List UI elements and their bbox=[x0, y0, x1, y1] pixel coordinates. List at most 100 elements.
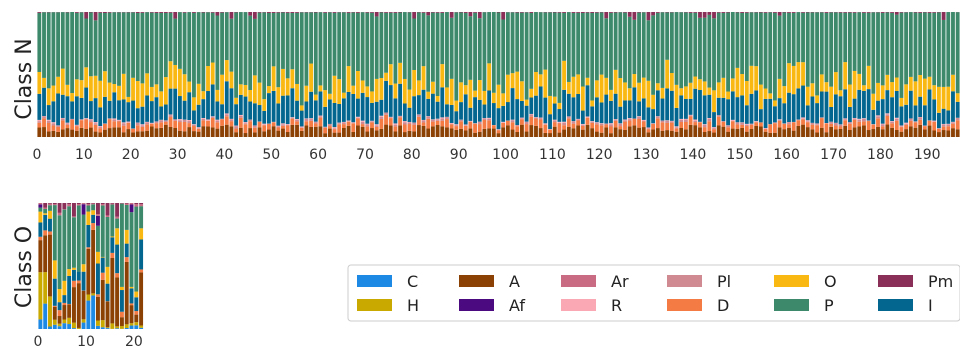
bar-segment-o bbox=[613, 69, 618, 94]
bar-segment-p bbox=[412, 18, 417, 70]
bar-segment-d bbox=[124, 257, 129, 262]
bar-segment-o bbox=[416, 80, 421, 96]
bar-segment-pl bbox=[534, 117, 538, 119]
bar-segment-a bbox=[98, 132, 103, 137]
bar-segment-o bbox=[562, 60, 567, 90]
bar-segment-d bbox=[206, 120, 210, 127]
bar-segment-i bbox=[801, 85, 805, 118]
bar-segment-p bbox=[360, 12, 365, 81]
bar-segment-o bbox=[398, 62, 403, 84]
bar-segment-c bbox=[48, 326, 52, 329]
bar-segment-o bbox=[341, 92, 346, 99]
bar-segment-p bbox=[927, 12, 932, 77]
bar-segment-i bbox=[688, 98, 693, 115]
bar-segment-p bbox=[674, 12, 679, 85]
ylabel-class-o: Class O bbox=[12, 226, 37, 308]
bar-segment-o bbox=[110, 236, 115, 238]
bar-segment-o bbox=[534, 72, 538, 96]
bar-segment-a bbox=[95, 296, 100, 321]
bar-segment-d bbox=[740, 124, 745, 128]
bar-segment-d bbox=[304, 121, 309, 126]
bar-segment-p bbox=[904, 12, 909, 85]
bar-segment-d bbox=[290, 118, 295, 125]
bar-segment-a bbox=[599, 132, 604, 137]
bar-segment-p bbox=[327, 12, 332, 94]
bar-segment-i bbox=[365, 97, 370, 124]
bar-segment-d bbox=[613, 120, 618, 128]
bar-segment-i bbox=[145, 95, 150, 122]
x-tick-label: 0 bbox=[34, 334, 43, 348]
bar-segment-pm bbox=[426, 12, 431, 16]
bar-segment-pm bbox=[740, 12, 745, 13]
bar-segment-pl bbox=[683, 119, 688, 122]
bar-segment-i bbox=[421, 89, 426, 120]
bar-segment-p bbox=[42, 12, 46, 78]
bar-segment-p bbox=[103, 13, 107, 72]
bar-segment-d bbox=[637, 119, 641, 128]
bar-segment-ar bbox=[38, 203, 43, 205]
bar-segment-o bbox=[885, 74, 890, 91]
bar-segment-r bbox=[510, 119, 515, 121]
bar-segment-a bbox=[538, 128, 543, 137]
bar-segment-pl bbox=[374, 125, 379, 127]
bar-segment-i bbox=[290, 88, 295, 118]
bar-segment-pm bbox=[590, 12, 595, 13]
bar-segment-o bbox=[604, 77, 609, 95]
bar-segment-o bbox=[955, 93, 960, 102]
bar-segment-pl bbox=[323, 126, 328, 128]
bar-segment-p bbox=[398, 12, 403, 63]
bar-segment-o bbox=[576, 74, 581, 95]
bar-segment-r bbox=[599, 123, 604, 124]
bar-segment-p bbox=[712, 18, 716, 91]
bar-segment-i bbox=[398, 83, 403, 116]
bar-segment-o bbox=[833, 72, 838, 95]
bar-segment-pl bbox=[192, 124, 196, 127]
bar-segment-d bbox=[688, 116, 693, 125]
bar-segment-pm bbox=[100, 203, 105, 204]
bar-segment-r bbox=[93, 122, 98, 124]
bar-segment-pl bbox=[571, 121, 576, 124]
bar-segment-d bbox=[103, 123, 107, 130]
bar-segment-a bbox=[946, 130, 951, 137]
bar-segment-p bbox=[110, 204, 115, 237]
bar-segment-pl bbox=[721, 121, 726, 122]
bar-segment-o bbox=[641, 77, 646, 99]
bar-segment-pm bbox=[852, 12, 857, 13]
bar-segment-p bbox=[543, 12, 548, 70]
bar-segment-a bbox=[955, 129, 960, 137]
bar-segment-a bbox=[918, 124, 923, 137]
bar-segment-ar bbox=[129, 203, 134, 205]
bar-segment-a bbox=[787, 127, 791, 137]
bar-segment-p bbox=[702, 17, 707, 82]
bar-segment-i bbox=[135, 108, 140, 123]
bar-segment-o bbox=[48, 210, 52, 219]
legend-label-pm: Pm bbox=[928, 272, 953, 291]
bar-segment-pm bbox=[651, 12, 656, 16]
bar-segment-p bbox=[374, 16, 379, 79]
bar-segment-a bbox=[763, 131, 768, 137]
bar-segment-pl bbox=[173, 119, 178, 121]
bar-segment-a bbox=[276, 130, 281, 137]
bar-segment-r bbox=[84, 118, 89, 119]
bar-segment-i bbox=[105, 283, 110, 302]
bar-segment-i bbox=[196, 104, 201, 128]
bar-segment-i bbox=[215, 101, 220, 120]
bar-segment-r bbox=[346, 120, 351, 122]
bar-segment-i bbox=[267, 93, 271, 124]
bar-segment-pl bbox=[107, 118, 112, 120]
bar-segment-ar bbox=[57, 212, 62, 216]
bar-segment-i bbox=[48, 218, 52, 232]
bar-segment-o bbox=[688, 82, 693, 99]
bar-segment-ar bbox=[81, 203, 86, 205]
bar-segment-d bbox=[669, 122, 674, 131]
bar-segment-a bbox=[618, 129, 623, 137]
bar-segment-r bbox=[192, 124, 196, 125]
bar-segment-i bbox=[477, 99, 482, 122]
bar-segment-i bbox=[57, 302, 62, 311]
bar-segment-d bbox=[388, 118, 393, 126]
bar-segment-a bbox=[119, 317, 124, 327]
bar-segment-pm bbox=[323, 12, 328, 13]
bar-segment-o bbox=[440, 64, 445, 88]
bar-segment-o bbox=[782, 86, 787, 104]
bar-segment-pl bbox=[393, 124, 398, 127]
